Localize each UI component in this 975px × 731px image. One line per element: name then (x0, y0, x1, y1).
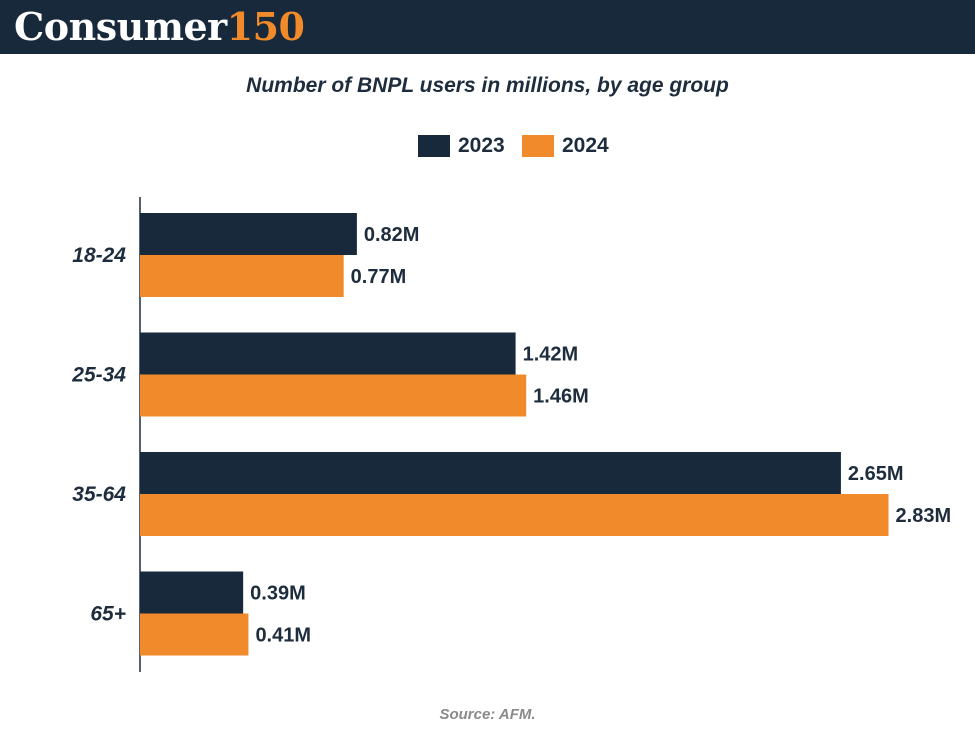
category-label: 18-24 (72, 244, 126, 267)
logo-word: Consumer (14, 4, 227, 49)
bar-2023-35-64 (140, 452, 841, 494)
data-label-2023-35-64: 2.65M (848, 463, 904, 485)
legend-swatch-2023 (418, 135, 450, 157)
bar-2024-25-34 (140, 374, 527, 417)
legend-swatch-2024 (522, 135, 554, 157)
category-label: 65+ (90, 603, 126, 626)
legend-label-2023: 2023 (458, 134, 505, 157)
bar-2023-25-34 (140, 332, 516, 375)
data-label-2024-25-34: 1.46M (533, 386, 589, 408)
data-label-2023-25-34: 1.42M (523, 344, 579, 366)
category-label: 25-34 (71, 364, 126, 387)
data-label-2023-65+: 0.39M (250, 583, 306, 605)
bar-2024-65+ (140, 613, 249, 656)
data-label-2024-18-24: 0.77M (351, 266, 407, 288)
bar-2024-35-64 (140, 494, 889, 536)
category-label: 35-64 (72, 483, 126, 506)
source-note: Source: AFM. (439, 706, 536, 723)
bar-2023-65+ (140, 571, 244, 614)
bar-2023-18-24 (140, 213, 357, 255)
logo-number: 150 (226, 4, 305, 49)
bar-2024-18-24 (140, 255, 344, 297)
data-label-2023-18-24: 0.82M (364, 224, 420, 246)
brand-logo: Consumer150 (14, 4, 305, 49)
legend-label-2024: 2024 (562, 134, 609, 157)
chart-title: Number of BNPL users in millions, by age… (246, 74, 729, 97)
data-label-2024-35-64: 2.83M (896, 505, 952, 527)
data-label-2024-65+: 0.41M (255, 625, 311, 647)
header-bar: Consumer150 (0, 0, 975, 54)
